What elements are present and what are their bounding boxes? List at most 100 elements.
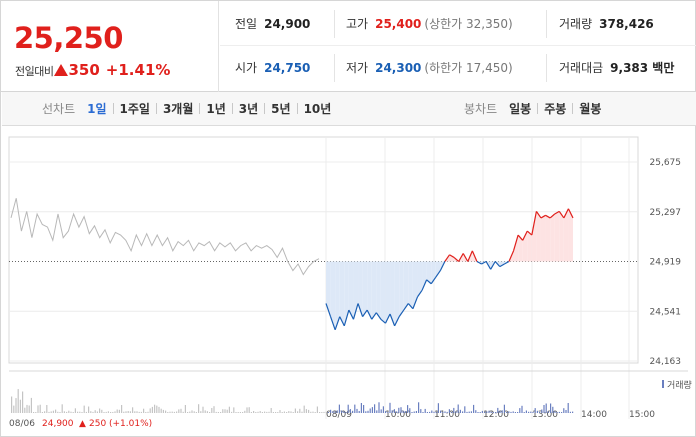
volume-bar	[140, 411, 142, 413]
down-area-fill	[417, 261, 423, 297]
volume-bar	[55, 409, 57, 413]
tab-separator	[296, 103, 298, 114]
tab-weekly[interactable]: 주봉	[544, 102, 567, 116]
volume-bar	[319, 412, 321, 413]
volume-bar	[484, 411, 486, 413]
volume-bar	[90, 411, 92, 413]
lower-limit: (하한가 17,450)	[424, 61, 513, 75]
today-line-segment	[375, 312, 382, 320]
up-area-fill	[568, 208, 573, 262]
volume-legend-icon	[662, 380, 664, 388]
volume-bar	[422, 412, 424, 413]
volume-bar	[517, 412, 519, 413]
tab-1y[interactable]: 1년	[206, 102, 226, 116]
tab-5y[interactable]: 5년	[271, 102, 291, 116]
volume-bar	[26, 404, 28, 413]
down-area-fill	[353, 261, 359, 320]
volume-bar	[147, 411, 149, 413]
volume-bar	[39, 404, 41, 413]
volume-bar	[195, 412, 197, 413]
volume-bar	[367, 410, 369, 413]
volume-bar	[459, 409, 461, 413]
volume-bar	[283, 411, 285, 413]
y-tick-label: 24,541	[650, 307, 682, 317]
tab-separator	[264, 103, 266, 114]
tab-1d[interactable]: 1일	[87, 102, 107, 116]
line-chart-title: 선차트	[42, 102, 76, 116]
change-label: 전일대비	[15, 65, 54, 78]
today-line-segment	[522, 230, 528, 241]
tab-daily[interactable]: 일봉	[509, 102, 532, 116]
volume-bar	[281, 412, 283, 413]
open-cell: 시가 24,750	[235, 46, 310, 90]
today-line-segment	[449, 254, 455, 258]
volume-bar	[477, 412, 479, 413]
volume-bar	[145, 412, 147, 413]
volume-bar	[420, 409, 422, 413]
today-line-segment	[416, 289, 423, 298]
tab-10y[interactable]: 10년	[303, 102, 332, 116]
volume-bar	[101, 409, 103, 413]
volume-bar	[305, 409, 307, 413]
volume-bar	[160, 408, 162, 413]
today-line-segment	[439, 261, 446, 271]
volume-bar	[211, 408, 213, 413]
volume-bar	[444, 411, 446, 413]
tab-3y[interactable]: 3년	[238, 102, 259, 116]
volume-bar	[323, 411, 325, 413]
today-line-segment	[481, 260, 487, 265]
volume-bar	[376, 410, 378, 413]
volume-bar	[92, 411, 94, 413]
low-value: 24,300	[375, 61, 422, 75]
volume-bar	[429, 411, 431, 413]
volume-bar	[534, 408, 536, 413]
volume-bar	[521, 405, 523, 413]
volume-bar	[61, 404, 63, 413]
volume-bar	[156, 405, 158, 413]
volume-bar	[569, 411, 571, 413]
down-area-fill	[440, 261, 445, 271]
volume-bar	[110, 412, 112, 413]
today-line-segment	[476, 260, 482, 265]
change-amount: 350	[68, 61, 100, 79]
volume-bar	[81, 412, 83, 413]
tab-1w[interactable]: 1주일	[119, 102, 150, 116]
down-area-fill	[367, 261, 372, 320]
prev-day-change: 250	[89, 419, 107, 429]
volume-bar	[138, 411, 140, 413]
down-area-fill	[371, 261, 377, 320]
volume-bar	[380, 409, 382, 413]
volume-bar	[250, 412, 252, 413]
price-chart: 25,675 25,297 24,919 24,541 24,163 08/09 10:00…	[8, 136, 692, 419]
volume-bar	[220, 412, 222, 413]
volume-bar	[431, 410, 433, 413]
today-line-segment	[412, 296, 419, 309]
volume-bar	[308, 409, 310, 413]
volume-bar	[143, 408, 145, 413]
volume-bar	[486, 411, 488, 413]
down-area-fill	[380, 261, 386, 324]
down-area-fill	[362, 261, 368, 317]
volume-legend-label: 거래량	[667, 379, 692, 391]
prev-day-date: 08/06	[9, 419, 35, 429]
volume-bar	[506, 412, 508, 413]
amount-cell: 거래대금 9,383 백만	[559, 46, 674, 90]
volume-bar	[228, 406, 230, 413]
volume-bar	[310, 411, 312, 413]
tab-monthly[interactable]: 월봉	[579, 102, 602, 116]
high-value: 25,400	[375, 17, 422, 31]
volume-bar	[297, 411, 299, 413]
volume-bar	[402, 410, 404, 413]
volume-bar	[389, 402, 391, 413]
volume-bar	[134, 411, 136, 413]
volume-bar	[83, 405, 85, 413]
volume-bar	[233, 407, 235, 413]
volume-bar	[154, 404, 156, 413]
volume-bar	[268, 411, 270, 413]
tab-3m[interactable]: 3개월	[162, 102, 194, 116]
x-tick-label: 14:00	[581, 410, 607, 419]
today-line-segment	[508, 250, 515, 262]
volume-bar	[532, 411, 534, 413]
volume-bar	[338, 404, 340, 413]
volume-bar	[550, 403, 552, 413]
